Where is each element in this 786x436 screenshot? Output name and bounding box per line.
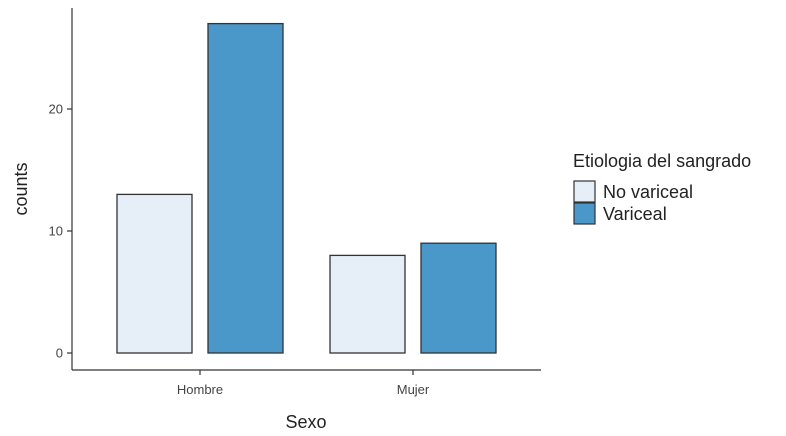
x-tick-label-mujer: Mujer bbox=[397, 382, 430, 397]
y-tick-label: 0 bbox=[56, 346, 63, 361]
plot-area: 0 10 20 Hombre Mujer bbox=[49, 8, 541, 397]
legend-swatch-no-variceal bbox=[573, 180, 596, 203]
bar-mujer-no-variceal bbox=[329, 254, 406, 354]
bars bbox=[116, 22, 497, 354]
legend: Etiologia del sangrado No varicealVarice… bbox=[573, 151, 751, 225]
bar-hombre-no-variceal bbox=[116, 193, 193, 354]
y-tick-label: 20 bbox=[49, 102, 63, 117]
y-axis-title: counts bbox=[11, 162, 31, 215]
x-tick-label-hombre: Hombre bbox=[177, 382, 223, 397]
x-ticks: Hombre Mujer bbox=[177, 370, 430, 397]
legend-swatch-variceal bbox=[573, 202, 596, 225]
legend-label-no-variceal: No variceal bbox=[603, 182, 693, 202]
bar-hombre-variceal bbox=[207, 22, 284, 354]
y-tick-label: 10 bbox=[49, 224, 63, 239]
bar-mujer-variceal bbox=[420, 242, 497, 354]
legend-title: Etiologia del sangrado bbox=[573, 151, 751, 171]
y-ticks: 0 10 20 bbox=[49, 102, 72, 361]
legend-label-variceal: Variceal bbox=[603, 204, 667, 224]
x-axis-title: Sexo bbox=[285, 412, 326, 432]
